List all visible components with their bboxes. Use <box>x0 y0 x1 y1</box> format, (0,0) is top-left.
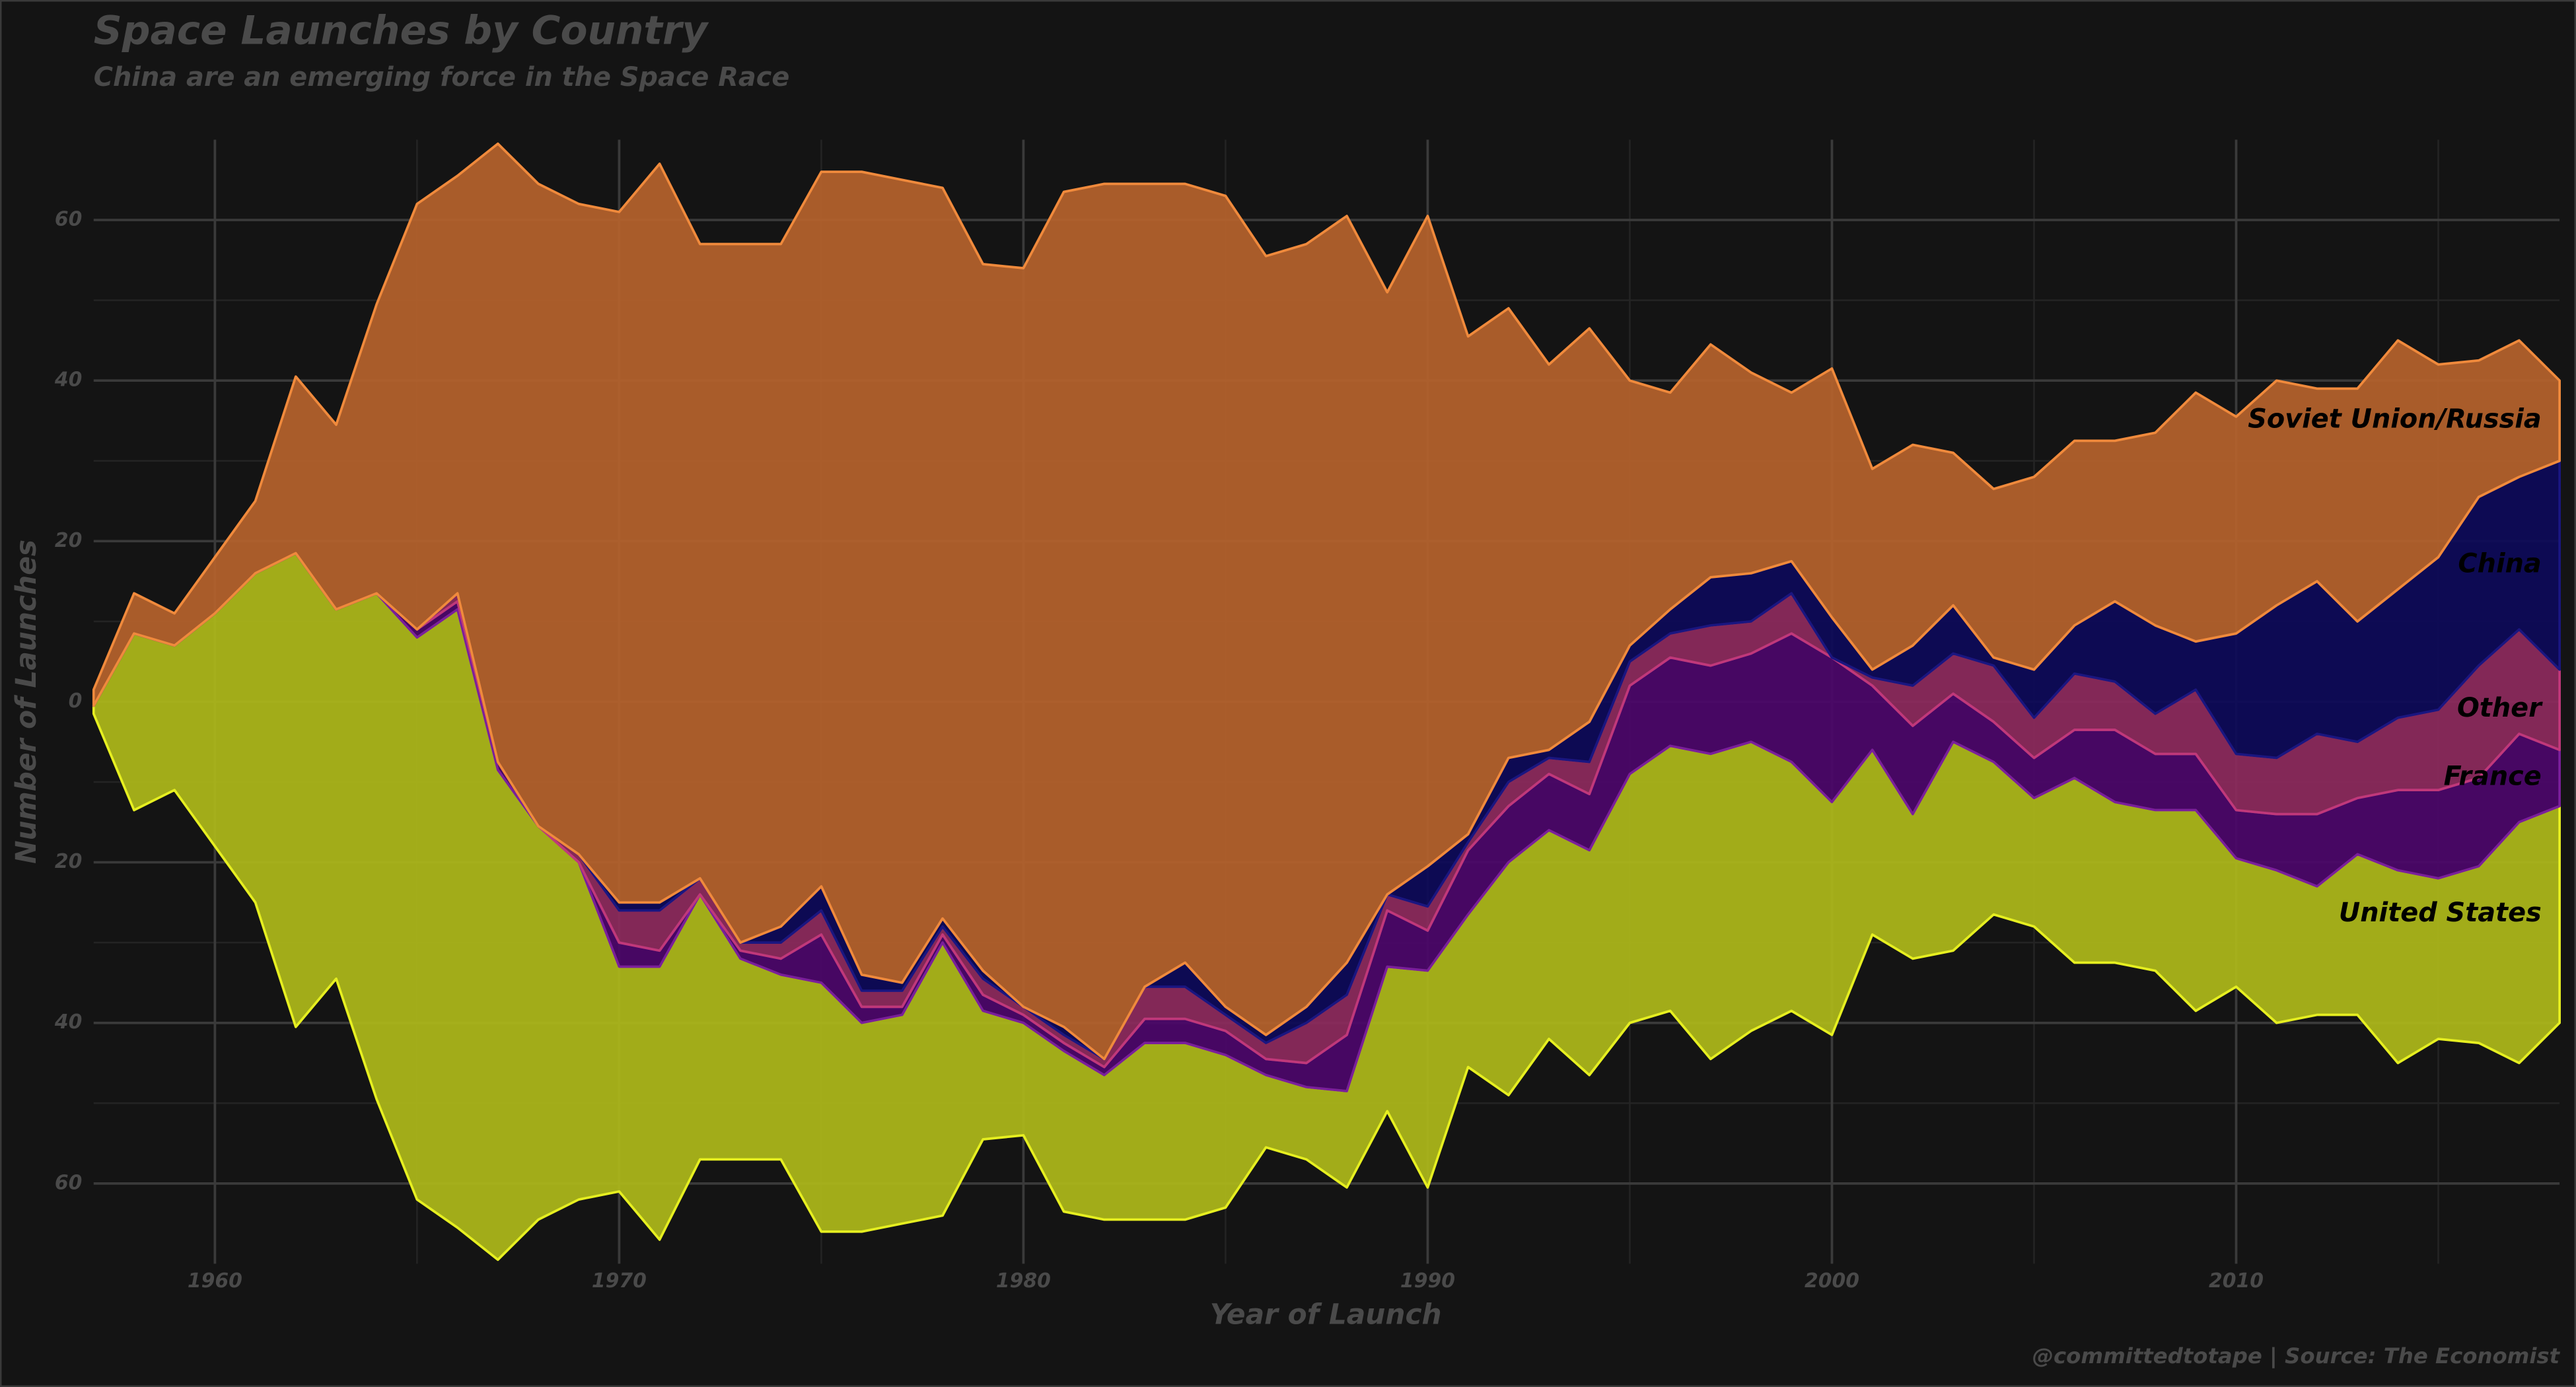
y-tick-label: 20 <box>55 850 83 873</box>
y-tick-label: 0 <box>69 690 83 713</box>
x-tick-label: 1990 <box>1400 1269 1455 1293</box>
chart-subtitle: China are an emerging force in the Space… <box>94 62 790 92</box>
x-axis-label: Year of Launch <box>1210 1298 1442 1331</box>
x-tick-label: 1960 <box>188 1269 242 1293</box>
y-tick-label: 20 <box>55 529 83 552</box>
stream-area <box>92 142 2561 1061</box>
y-tick-label: 40 <box>54 369 83 392</box>
y-tick-label: 60 <box>55 208 83 231</box>
series-label: Soviet Union/Russia <box>2248 404 2542 434</box>
series-label: Other <box>2457 693 2543 723</box>
chart-title: Space Launches by Country <box>94 8 709 53</box>
x-tick-label: 1970 <box>592 1269 647 1293</box>
series-label: China <box>2458 548 2541 579</box>
y-tick-label: 60 <box>55 1171 83 1194</box>
series-label: United States <box>2339 898 2542 928</box>
y-axis-label: Number of Launches <box>10 540 42 864</box>
y-tick-label: 40 <box>54 1011 83 1034</box>
series-label: France <box>2444 761 2542 791</box>
x-tick-label: 2010 <box>2209 1269 2264 1293</box>
caption: @committedtotape | Source: The Economist <box>2032 1343 2561 1369</box>
x-tick-label: 2000 <box>1805 1269 1859 1293</box>
x-tick-label: 1980 <box>996 1269 1051 1293</box>
